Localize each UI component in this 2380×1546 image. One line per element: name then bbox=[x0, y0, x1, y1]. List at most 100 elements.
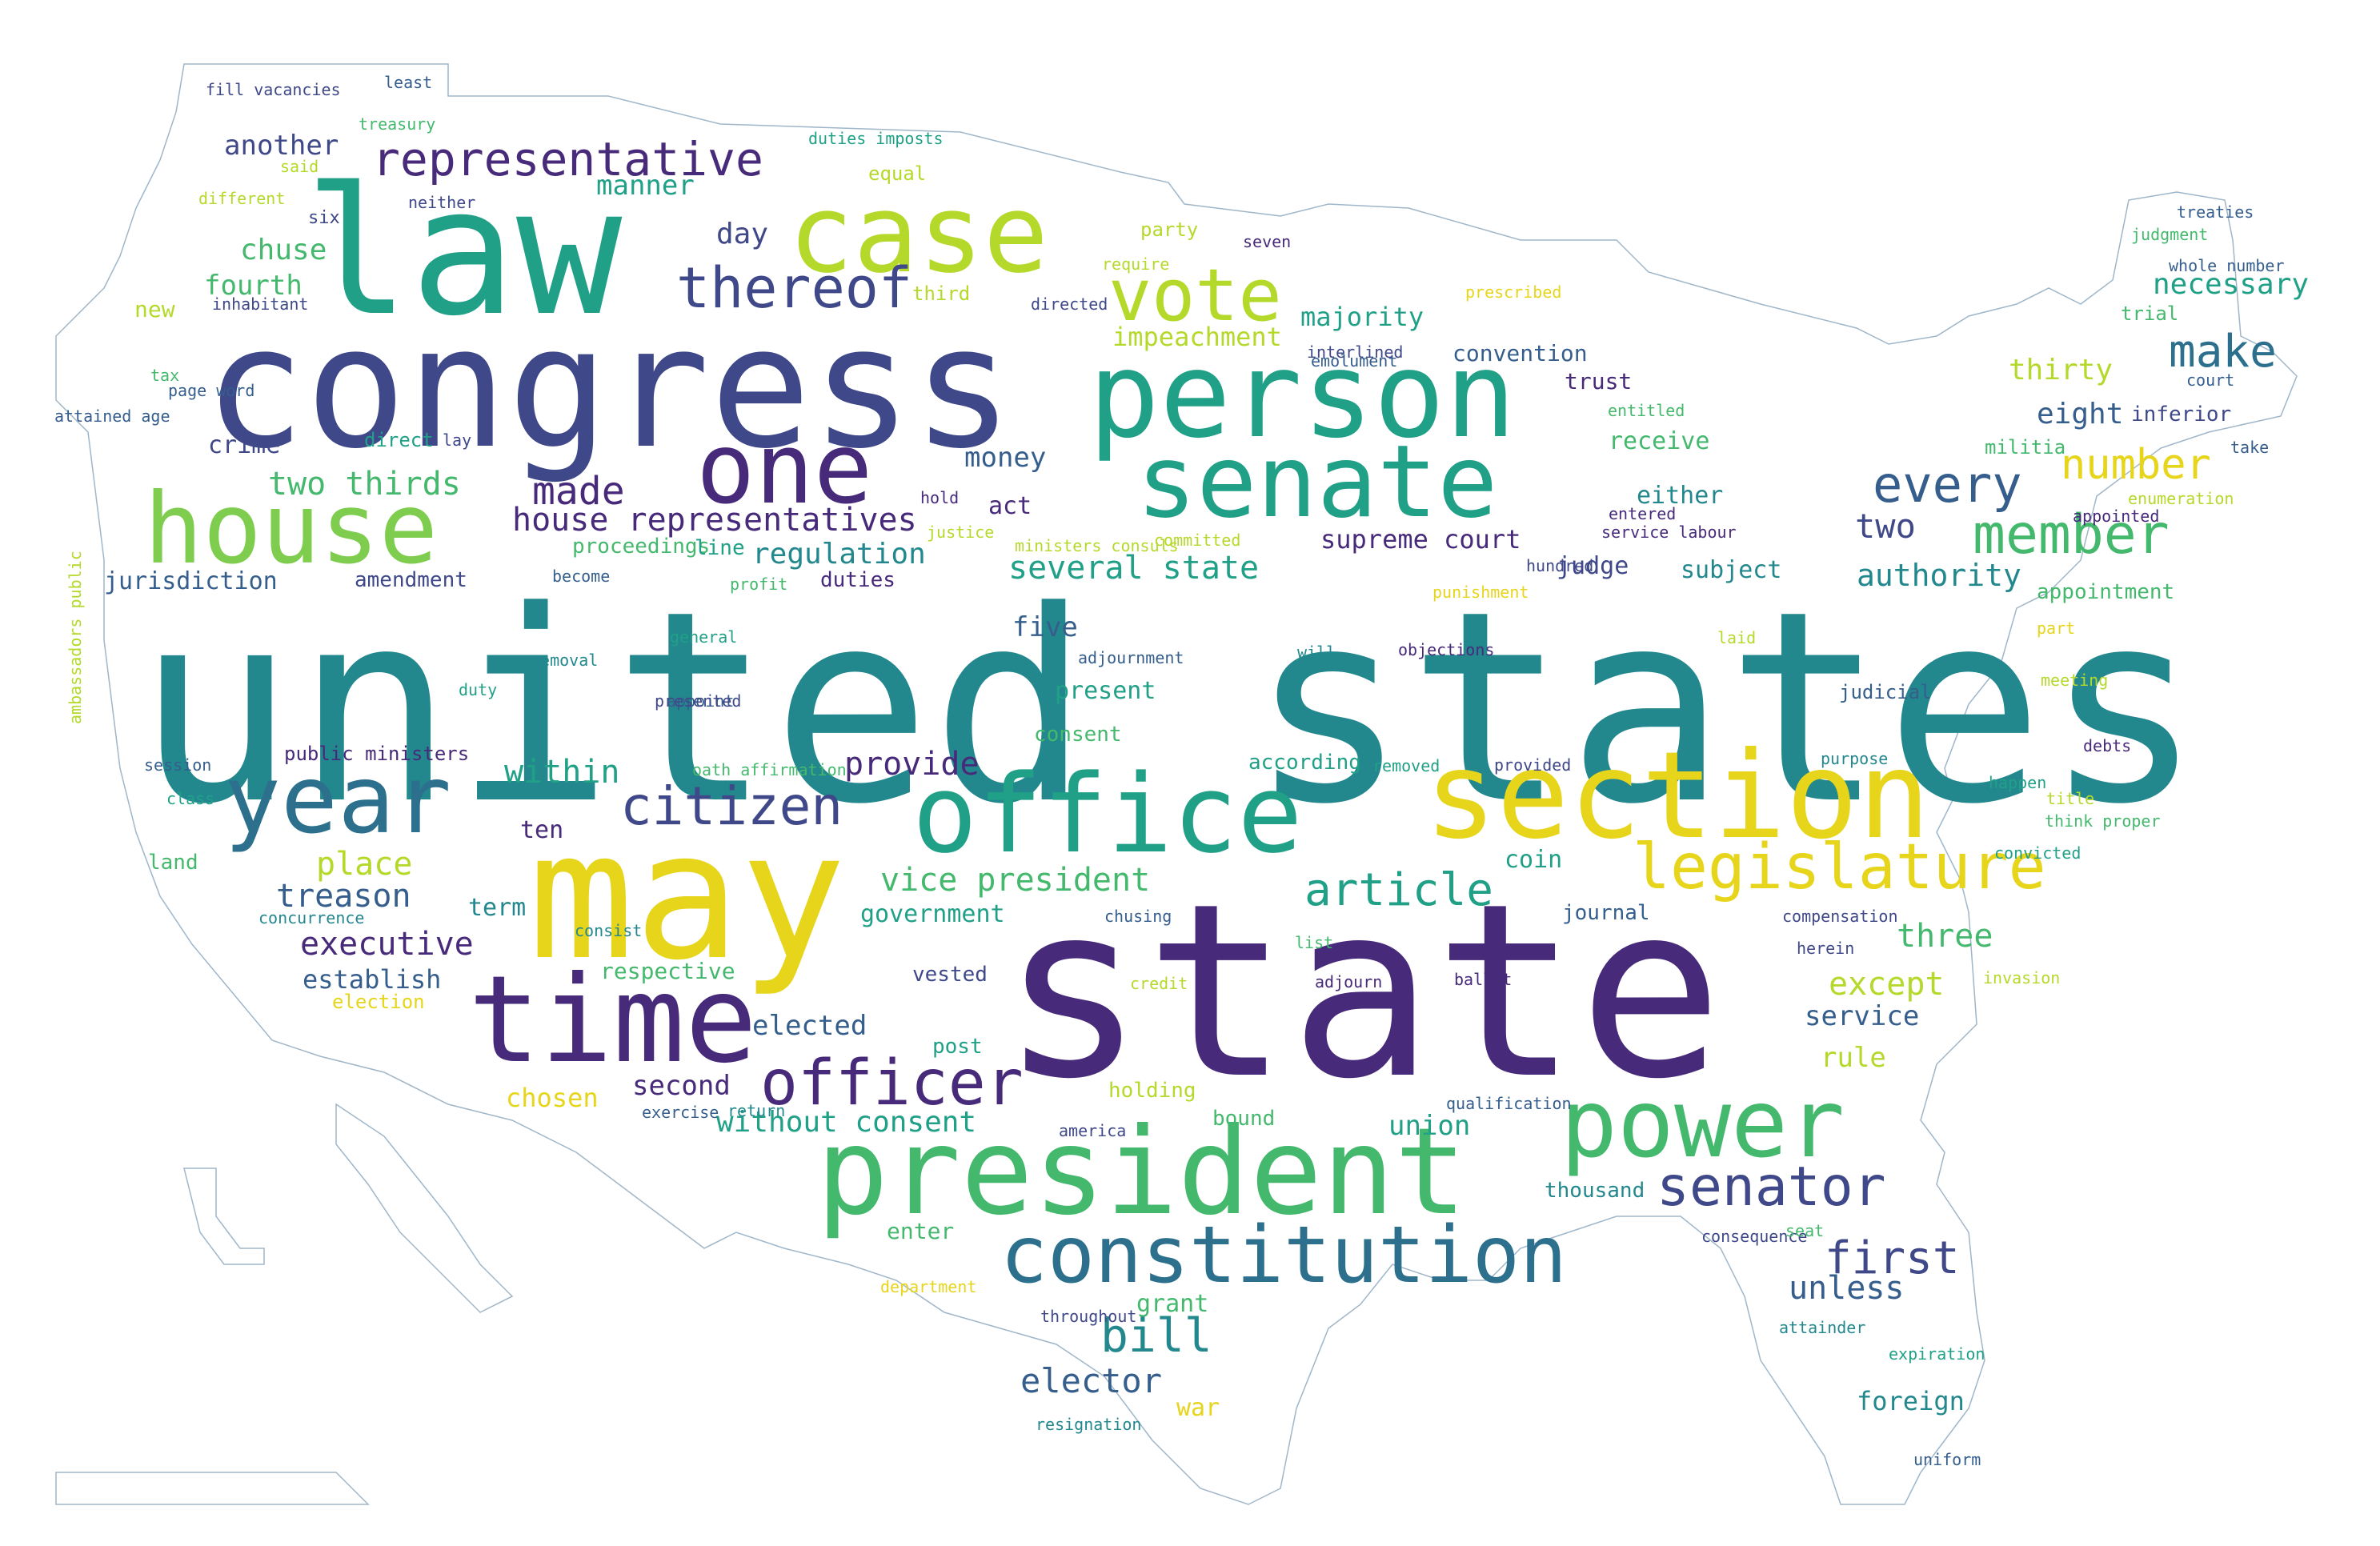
word-line: line bbox=[695, 536, 745, 560]
word-said: said bbox=[280, 157, 319, 176]
word-thirty: thirty bbox=[2009, 354, 2114, 386]
word-inhabitant: inhabitant bbox=[212, 294, 309, 314]
word-establish: establish bbox=[303, 964, 442, 995]
word-third: third bbox=[912, 282, 971, 305]
word-house-representatives: house representatives bbox=[512, 502, 917, 539]
word-crime: crime bbox=[208, 431, 281, 459]
word-chosen: chosen bbox=[506, 1083, 599, 1113]
word-invasion: invasion bbox=[1983, 968, 2061, 987]
word-exercise: exercise bbox=[642, 1103, 719, 1122]
word-legislature: legislature bbox=[1633, 831, 2046, 903]
word-removal: removal bbox=[531, 651, 599, 670]
word-inferior: inferior bbox=[2131, 403, 2232, 427]
word-neither: neither bbox=[408, 193, 476, 212]
word-different: different bbox=[198, 189, 286, 208]
word-five: five bbox=[1012, 611, 1078, 643]
word-foreign: foreign bbox=[1857, 1386, 1965, 1416]
word-judicial: judicial bbox=[1839, 681, 1932, 703]
word-herein: herein bbox=[1797, 939, 1855, 958]
word-duty: duty bbox=[459, 680, 498, 699]
word-three: three bbox=[1897, 918, 1993, 955]
word-chusing: chusing bbox=[1104, 907, 1172, 926]
word-consent: consent bbox=[1034, 723, 1122, 747]
word-debts: debts bbox=[2083, 736, 2132, 755]
word-happen: happen bbox=[1989, 773, 2047, 792]
word-require: require bbox=[1102, 254, 1170, 274]
word-convicted: convicted bbox=[1994, 843, 2081, 863]
word-party: party bbox=[1140, 218, 1199, 241]
word-court: court bbox=[2186, 370, 2235, 390]
word-provide: provide bbox=[844, 746, 980, 783]
word-thereof: thereof bbox=[676, 255, 913, 321]
word-seven: seven bbox=[1243, 232, 1292, 251]
word-member: member bbox=[1973, 503, 2170, 567]
word-adjourn: adjourn bbox=[1315, 972, 1383, 991]
word-america: america bbox=[1059, 1121, 1127, 1140]
word-public-ministers: public ministers bbox=[284, 743, 470, 765]
word-state: state bbox=[1000, 852, 1724, 1131]
word-congress: congress bbox=[204, 290, 1014, 486]
word-adjournment: adjournment bbox=[1078, 648, 1184, 667]
word-according: according bbox=[1248, 751, 1361, 775]
word-fourth: fourth bbox=[204, 270, 303, 302]
word-executive: executive bbox=[300, 926, 474, 963]
word-supreme-court: supreme court bbox=[1320, 524, 1521, 555]
word-house: house bbox=[144, 472, 439, 586]
word-either: either bbox=[1637, 482, 1724, 510]
word-authority: authority bbox=[1857, 558, 2021, 593]
word-year: year bbox=[224, 744, 452, 855]
word-resignation: resignation bbox=[1036, 1415, 1142, 1434]
word-least: least bbox=[384, 73, 433, 92]
word-service-labour: service labour bbox=[1601, 523, 1737, 542]
word-thousand: thousand bbox=[1545, 1179, 1645, 1203]
word-justice: justice bbox=[927, 523, 995, 542]
word-militia: militia bbox=[1985, 436, 2066, 459]
word-government: government bbox=[860, 900, 1005, 928]
word-united-states: united states bbox=[136, 555, 2203, 862]
word-think-proper: think proper bbox=[2045, 811, 2161, 831]
word-proceedings: proceedings bbox=[572, 535, 711, 559]
word-president: president bbox=[816, 1103, 1467, 1242]
word-elected: elected bbox=[752, 1010, 867, 1042]
word-treaties: treaties bbox=[2177, 202, 2254, 222]
word-union: union bbox=[1388, 1110, 1471, 1142]
word-direct: direct bbox=[364, 429, 434, 451]
word-punishment: punishment bbox=[1432, 583, 1529, 602]
word-land: land bbox=[148, 851, 198, 875]
word-vote: vote bbox=[1108, 254, 1282, 338]
word-consist: consist bbox=[575, 921, 643, 940]
word-hold: hold bbox=[920, 488, 960, 507]
word-six: six bbox=[308, 208, 340, 228]
word-committed: committed bbox=[1154, 531, 1241, 550]
word-judgment: judgment bbox=[2131, 225, 2209, 244]
word-money: money bbox=[964, 442, 1047, 474]
word-credit: credit bbox=[1130, 974, 1188, 993]
word-two: two bbox=[1855, 507, 1916, 546]
word-directed: directed bbox=[1031, 294, 1108, 314]
word-general: general bbox=[670, 627, 738, 647]
word-enumeration: enumeration bbox=[2128, 489, 2234, 508]
word-vice-president: vice president bbox=[880, 862, 1151, 899]
word-seat: seat bbox=[1785, 1221, 1825, 1240]
word-ten: ten bbox=[520, 816, 564, 844]
word-first: first bbox=[1825, 1232, 1960, 1284]
word-present: present bbox=[1055, 677, 1156, 705]
word-election: election bbox=[332, 991, 425, 1013]
word-officer: officer bbox=[760, 1047, 1024, 1119]
word-equal: equal bbox=[868, 162, 927, 185]
word-elector: elector bbox=[1020, 1361, 1163, 1400]
word-act: act bbox=[988, 492, 1032, 520]
word-attained-age: attained age bbox=[54, 407, 170, 426]
word-majority: majority bbox=[1300, 302, 1424, 332]
word-appoint: appoint bbox=[667, 691, 735, 711]
word-person: person bbox=[1088, 326, 1517, 464]
word-hundred: hundred bbox=[1526, 556, 1594, 575]
word-provided: provided bbox=[1494, 755, 1572, 775]
word-removed: removed bbox=[1372, 756, 1440, 775]
word-holding: holding bbox=[1108, 1079, 1196, 1103]
word-another: another bbox=[224, 130, 339, 162]
word-lay: lay bbox=[443, 431, 472, 450]
word-ambassadors-public: ambassadors public bbox=[66, 551, 85, 724]
